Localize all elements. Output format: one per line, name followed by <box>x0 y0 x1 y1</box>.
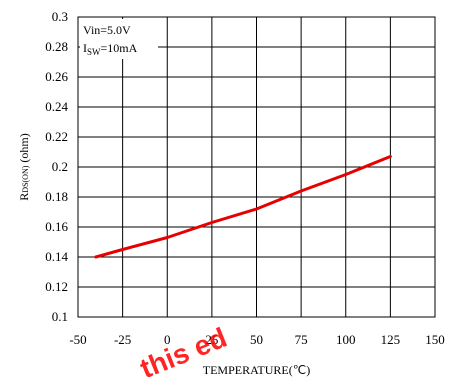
x-tick-label: 50 <box>250 332 263 347</box>
grid-lines <box>77 16 436 318</box>
legend-vin: Vin=5.0V <box>83 23 131 37</box>
legend-box <box>80 19 158 59</box>
x-tick-label: -50 <box>69 332 86 347</box>
plot-frame <box>77 16 436 318</box>
series-line <box>94 155 392 259</box>
x-tick-label: -25 <box>114 332 131 347</box>
x-tick-label: 75 <box>295 332 308 347</box>
x-tick-label: 0 <box>164 332 171 347</box>
y-tick-label: 0.22 <box>45 129 68 144</box>
x-tick-label: 25 <box>205 332 218 347</box>
y-tick-label: 0.16 <box>45 219 68 234</box>
legend-isw-main: I <box>83 41 87 55</box>
y-tick-label: 0.24 <box>45 99 68 114</box>
x-tick-label: 150 <box>425 332 445 347</box>
y-tick-label: 0.28 <box>45 39 68 54</box>
x-tick-labels: -50 -25 0 25 50 75 100 125 150 <box>69 332 444 347</box>
y-tick-label: 0.18 <box>45 189 68 204</box>
y-tick-labels: 0.1 0.12 0.14 0.16 0.18 0.2 0.22 0.24 0.26 0.28 0.… <box>45 9 68 324</box>
y-tick-label: 0.26 <box>45 69 68 84</box>
y-axis-title: RDS(ON) (ohm) <box>17 133 31 200</box>
legend-isw-rest: =10mA <box>101 41 138 55</box>
legend: Vin=5.0V ISW=10mA <box>80 19 158 59</box>
y-tick-label: 0.1 <box>52 309 68 324</box>
y-tick-label: 0.3 <box>52 9 68 24</box>
x-axis-title: TEMPERATURE(℃) <box>203 363 310 377</box>
y-tick-label: 0.12 <box>45 279 68 294</box>
x-tick-label: 125 <box>381 332 401 347</box>
series-layer <box>94 155 392 259</box>
y-axis-title-main: R <box>17 193 31 201</box>
legend-isw: ISW=10mA <box>83 41 138 57</box>
legend-isw-sub: SW <box>87 47 101 57</box>
y-tick-label: 0.2 <box>52 159 68 174</box>
y-axis-title-sub: DS(ON) <box>21 165 30 192</box>
y-axis-title-suffix: (ohm) <box>17 133 31 165</box>
x-tick-label: 100 <box>336 332 356 347</box>
y-tick-label: 0.14 <box>45 249 68 264</box>
